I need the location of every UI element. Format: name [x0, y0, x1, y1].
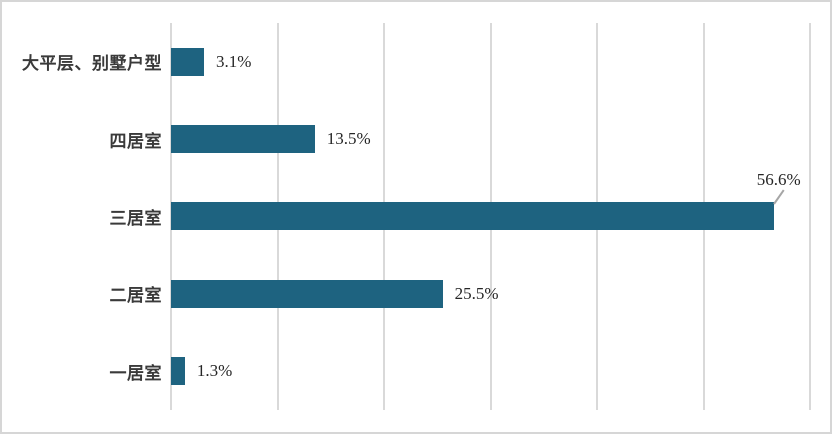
chart-row: 3.1%: [171, 23, 810, 100]
category-axis: 大平层、别墅户型四居室三居室二居室一居室: [2, 23, 162, 410]
leader-line: [772, 189, 785, 205]
category-label: 大平层、别墅户型: [22, 54, 162, 74]
category-label: 四居室: [109, 131, 162, 151]
category-label: 二居室: [109, 286, 162, 306]
value-label: 56.6%: [756, 169, 801, 189]
category-label: 一居室: [109, 363, 162, 383]
bar: [171, 47, 204, 76]
bar: [171, 125, 315, 154]
value-label: 3.1%: [216, 51, 252, 71]
chart-row: 1.3%: [171, 333, 810, 410]
bar: [171, 279, 443, 308]
chart-row: 25.5%: [171, 255, 810, 332]
value-label: 1.3%: [196, 361, 233, 381]
value-label: 25.5%: [454, 283, 499, 303]
bar: [171, 357, 185, 386]
gridline: [809, 23, 811, 410]
chart-row: 56.6%: [171, 170, 810, 255]
plot-area: 3.1% 13.5% 56.6% 25.5% 1.3%: [170, 23, 811, 410]
chart-row: 13.5%: [171, 100, 810, 177]
bar: [171, 202, 774, 231]
value-label: 13.5%: [326, 129, 371, 149]
category-label: 三居室: [109, 208, 162, 228]
